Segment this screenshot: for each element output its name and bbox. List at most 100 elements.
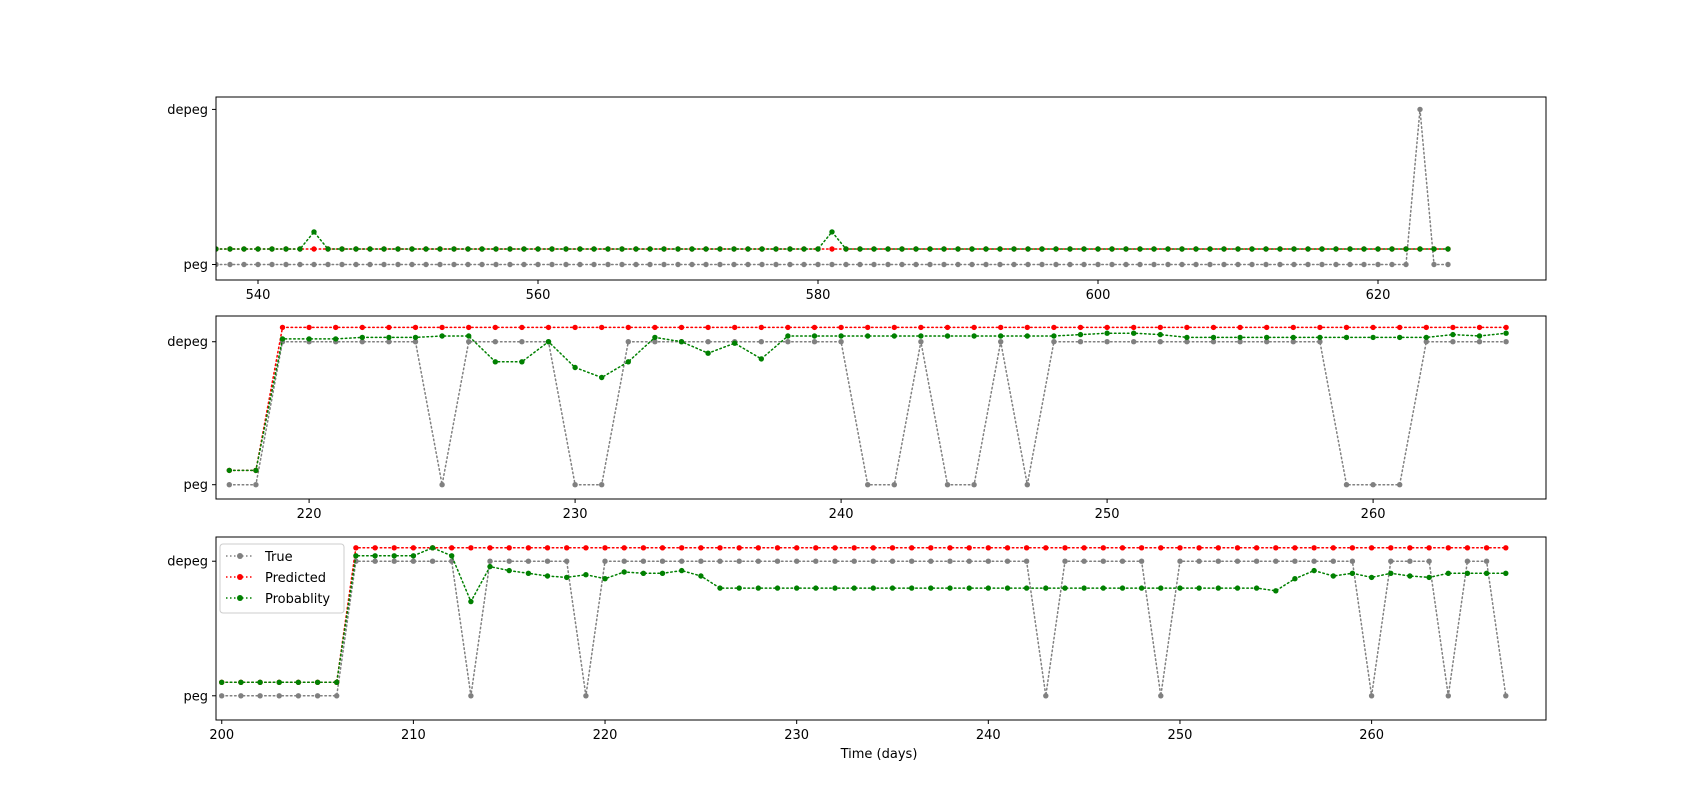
data-point-true [295,693,302,699]
data-point-predicted [487,545,493,551]
data-point-probablity [1004,585,1011,591]
data-point-probablity [1077,331,1084,338]
legend-label-probablity: Probablity [265,592,330,607]
data-point-predicted [774,545,781,551]
data-point-true [969,261,975,268]
data-point-true [253,482,259,488]
data-point-probablity [1119,585,1126,591]
data-point-true [1291,261,1297,268]
data-point-probablity [429,545,436,551]
data-point-probablity [1184,334,1190,341]
data-point-probablity [1193,246,1199,252]
data-point-probablity [1039,246,1045,252]
data-point-probablity [1291,246,1297,252]
data-point-probablity [1503,570,1509,576]
data-point-true [325,261,331,268]
data-point-true [314,693,321,699]
data-point-true [1476,339,1483,345]
data-point-probablity [507,246,513,252]
data-point-probablity [736,585,742,591]
data-point-true [1407,558,1413,564]
data-point-true [451,261,457,268]
data-point-predicted [1131,324,1137,331]
data-point-probablity [815,246,821,252]
data-point-probablity [998,333,1004,339]
data-point-true [1138,558,1145,564]
data-point-probablity [1123,246,1129,252]
data-point-true [605,261,611,268]
data-point-true [758,339,764,345]
data-point-true [227,261,233,268]
data-point-probablity [1151,246,1157,252]
data-point-predicted [947,545,953,551]
x-tick-label: 540 [246,288,271,303]
data-point-true [787,261,793,268]
data-point-true [1423,339,1430,345]
data-point-predicted [1423,324,1430,331]
legend-frame [219,543,345,614]
data-point-probablity [891,333,897,339]
data-point-probablity [1445,570,1452,576]
x-tick-label: 560 [526,288,551,303]
data-point-predicted [1343,324,1350,331]
data-point-probablity [909,585,915,591]
data-point-true [1234,558,1241,564]
data-point-true [1343,482,1350,488]
data-point-predicted [865,324,871,331]
data-point-true [966,558,972,564]
data-point-true [1388,558,1394,564]
data-point-true [865,482,871,488]
data-point-probablity [216,246,219,252]
data-point-probablity [647,246,653,252]
data-point-probablity [564,574,570,581]
data-point-probablity [1138,585,1145,591]
data-point-predicted [412,324,419,331]
data-point-probablity [227,246,233,252]
data-point-predicted [891,324,897,331]
data-point-probablity [219,679,225,685]
data-point-true [599,482,605,488]
data-point-predicted [1081,545,1087,551]
data-point-predicted [572,324,578,331]
data-point-true [506,558,512,564]
data-point-true [1043,693,1049,699]
data-point-probablity [521,246,527,252]
data-point-true [745,261,751,268]
data-point-true [659,558,666,564]
data-point-probablity [1177,585,1183,591]
data-point-probablity [409,246,415,252]
data-point-probablity [1277,246,1283,252]
data-point-true [449,558,455,564]
data-point-true [466,339,472,345]
data-point-true [773,261,779,268]
data-point-true [1253,558,1260,564]
data-point-probablity [1249,246,1255,252]
data-point-true [1349,558,1356,564]
data-point-probablity [311,229,317,235]
data-point-probablity [1476,333,1483,339]
data-point-predicted [353,545,359,551]
data-point-true [1450,339,1456,345]
data-point-predicted [1051,324,1057,331]
y-tick-label: depeg [167,103,208,118]
data-point-true [1081,558,1087,564]
data-point-true [731,261,737,268]
data-point-true [226,482,232,488]
data-point-probablity [1311,567,1317,574]
data-point-predicted [928,545,934,551]
data-point-probablity [732,340,738,346]
data-point-probablity [745,246,751,252]
data-point-true [870,558,876,564]
data-point-probablity [885,246,891,252]
data-point-probablity [314,679,321,685]
data-point-predicted [466,324,472,331]
x-tick-label: 220 [593,728,618,743]
data-point-true [1184,339,1190,345]
data-point-predicted [944,324,951,331]
data-point-probablity [1417,246,1423,252]
data-point-probablity [843,246,849,252]
legend: True Predicted Probablity [219,543,345,614]
data-point-probablity [269,246,275,252]
data-point-probablity [971,333,977,339]
data-point-true [843,261,849,268]
